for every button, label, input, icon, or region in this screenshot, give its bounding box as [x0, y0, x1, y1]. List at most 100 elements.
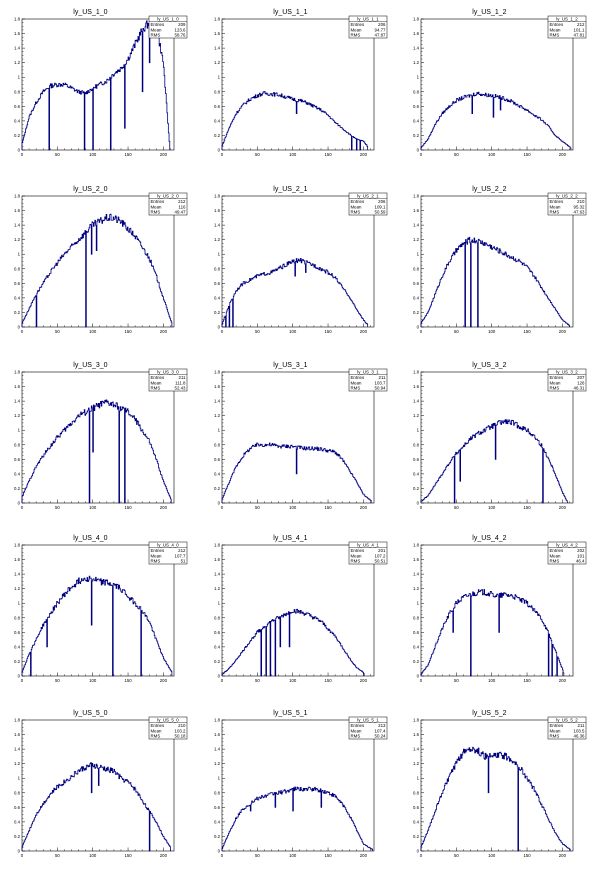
- y-tick-label: 0.4: [214, 471, 221, 476]
- x-tick-label: 50: [55, 152, 60, 157]
- x-tick-label: 150: [124, 853, 132, 858]
- y-tick-label: 0.2: [14, 133, 21, 138]
- y-tick-label: 0.2: [413, 834, 420, 839]
- y-tick-label: 0.6: [14, 281, 21, 286]
- stats-value: 103.5: [574, 728, 586, 733]
- y-tick-label: 1.6: [214, 31, 221, 36]
- y-tick-label: 0.8: [214, 442, 221, 447]
- y-tick-label: 1.2: [214, 237, 221, 242]
- histogram-series: [221, 258, 369, 328]
- y-tick-label: 0.6: [214, 805, 221, 810]
- y-tick-label: 0.2: [214, 659, 221, 664]
- y-tick-label: 0.6: [413, 104, 420, 109]
- stats-name: ly_US_1_0: [157, 16, 179, 21]
- stats-value: 107.4: [375, 728, 387, 733]
- stats-label: RMS: [351, 33, 361, 38]
- histogram-series: [221, 91, 369, 151]
- stats-value: 50.18: [175, 734, 187, 739]
- stats-name: ly_US_3_0: [157, 369, 179, 374]
- y-tick-label: 0.4: [413, 118, 420, 123]
- panel-title: ly_US_4_2: [472, 535, 506, 542]
- y-tick-label: 0: [18, 501, 21, 506]
- y-tick-label: 0.2: [14, 486, 21, 491]
- stats-value: 206: [378, 199, 386, 204]
- stats-value: 206: [378, 22, 386, 27]
- x-tick-label: 0: [420, 505, 423, 510]
- y-tick-label: 0.4: [214, 644, 221, 649]
- stats-label: Mean: [550, 728, 562, 733]
- y-tick-label: 0.8: [413, 442, 420, 447]
- panel-title: ly_US_2_1: [273, 186, 307, 193]
- stats-value: 212: [178, 199, 186, 204]
- y-tick-label: 0.4: [14, 819, 21, 824]
- y-tick-label: 1: [18, 252, 21, 257]
- y-tick-label: 1.4: [14, 223, 21, 228]
- y-tick-label: 0.8: [214, 615, 221, 620]
- x-tick-label: 0: [221, 152, 224, 157]
- x-tick-label: 0: [420, 329, 423, 334]
- y-tick-label: 0.2: [14, 834, 21, 839]
- stats-value: 46.4: [576, 559, 585, 564]
- stats-value: 101: [577, 553, 585, 558]
- stats-label: RMS: [351, 386, 361, 391]
- x-tick-label: 50: [55, 505, 60, 510]
- y-tick-label: 0.4: [14, 644, 21, 649]
- stats-name: ly_US_1_2: [556, 16, 578, 21]
- stats-label: RMS: [550, 734, 560, 739]
- stats-value: 210: [178, 723, 186, 728]
- x-tick-label: 150: [324, 505, 332, 510]
- y-tick-label: 0: [417, 674, 420, 679]
- x-tick-label: 200: [160, 505, 168, 510]
- stats-value: 51: [181, 559, 186, 564]
- plot-frame: [221, 371, 375, 504]
- x-tick-label: 150: [124, 152, 132, 157]
- stats-label: Entries: [550, 199, 564, 204]
- y-tick-label: 1.8: [413, 194, 420, 199]
- histogram-panel: ly_US_2_1 0 0.2 0.4 0.6 0.8 1 1.2 1.4 1.6 1.8 0 50 10…: [214, 186, 388, 334]
- stats-label: Entries: [550, 375, 564, 380]
- y-tick-label: 0.2: [214, 834, 221, 839]
- x-tick-label: 100: [89, 853, 97, 858]
- x-tick-label: 150: [124, 678, 132, 683]
- histogram-panel: ly_US_1_1 0 0.2 0.4 0.6 0.8 1 1.2 1.4 1.6 1.8 0 50 10…: [214, 9, 388, 157]
- stats-value: 116: [179, 204, 187, 209]
- stats-label: Entries: [351, 548, 365, 553]
- y-tick-label: 1.2: [214, 761, 221, 766]
- y-tick-label: 0: [417, 325, 420, 330]
- x-tick-label: 0: [21, 853, 24, 858]
- y-tick-label: 0.4: [413, 471, 420, 476]
- y-tick-label: 1.8: [14, 370, 21, 375]
- y-tick-label: 1.2: [214, 413, 221, 418]
- stats-label: RMS: [550, 33, 560, 38]
- y-tick-label: 1.8: [14, 194, 21, 199]
- histogram-panel: ly_US_5_2 0 0.2 0.4 0.6 0.8 1 1.2 1.4 1.6 1.8 0 50 10…: [413, 710, 587, 858]
- y-tick-label: 0.8: [413, 615, 420, 620]
- stats-label: Entries: [151, 22, 165, 27]
- x-tick-label: 150: [124, 329, 132, 334]
- panel-title: ly_US_1_2: [472, 9, 506, 16]
- y-tick-label: 0: [417, 501, 420, 506]
- stats-value: 103.7: [375, 380, 387, 385]
- plot-frame: [221, 719, 375, 852]
- y-tick-label: 0.8: [413, 89, 420, 94]
- stats-value: 52.43: [175, 386, 187, 391]
- stats-value: 103.2: [175, 728, 187, 733]
- stats-label: Mean: [550, 27, 562, 32]
- histogram-series: [221, 442, 372, 503]
- y-tick-label: 0.4: [14, 295, 21, 300]
- stats-label: Entries: [351, 22, 365, 27]
- x-tick-label: 200: [360, 853, 368, 858]
- y-tick-label: 0.4: [14, 471, 21, 476]
- y-tick-label: 0.8: [14, 790, 21, 795]
- histogram-panel: ly_US_2_0 0 0.2 0.4 0.6 0.8 1 1.2 1.4 1.6 1.8 0 50 10…: [14, 186, 188, 334]
- y-tick-label: 1.8: [214, 17, 221, 22]
- y-tick-label: 0.2: [214, 133, 221, 138]
- y-tick-label: 1.8: [413, 370, 420, 375]
- panel-title: ly_US_3_2: [472, 362, 506, 369]
- x-tick-label: 100: [289, 152, 297, 157]
- y-tick-label: 0.4: [413, 644, 420, 649]
- stats-label: Entries: [550, 22, 564, 27]
- y-tick-label: 1.4: [14, 399, 21, 404]
